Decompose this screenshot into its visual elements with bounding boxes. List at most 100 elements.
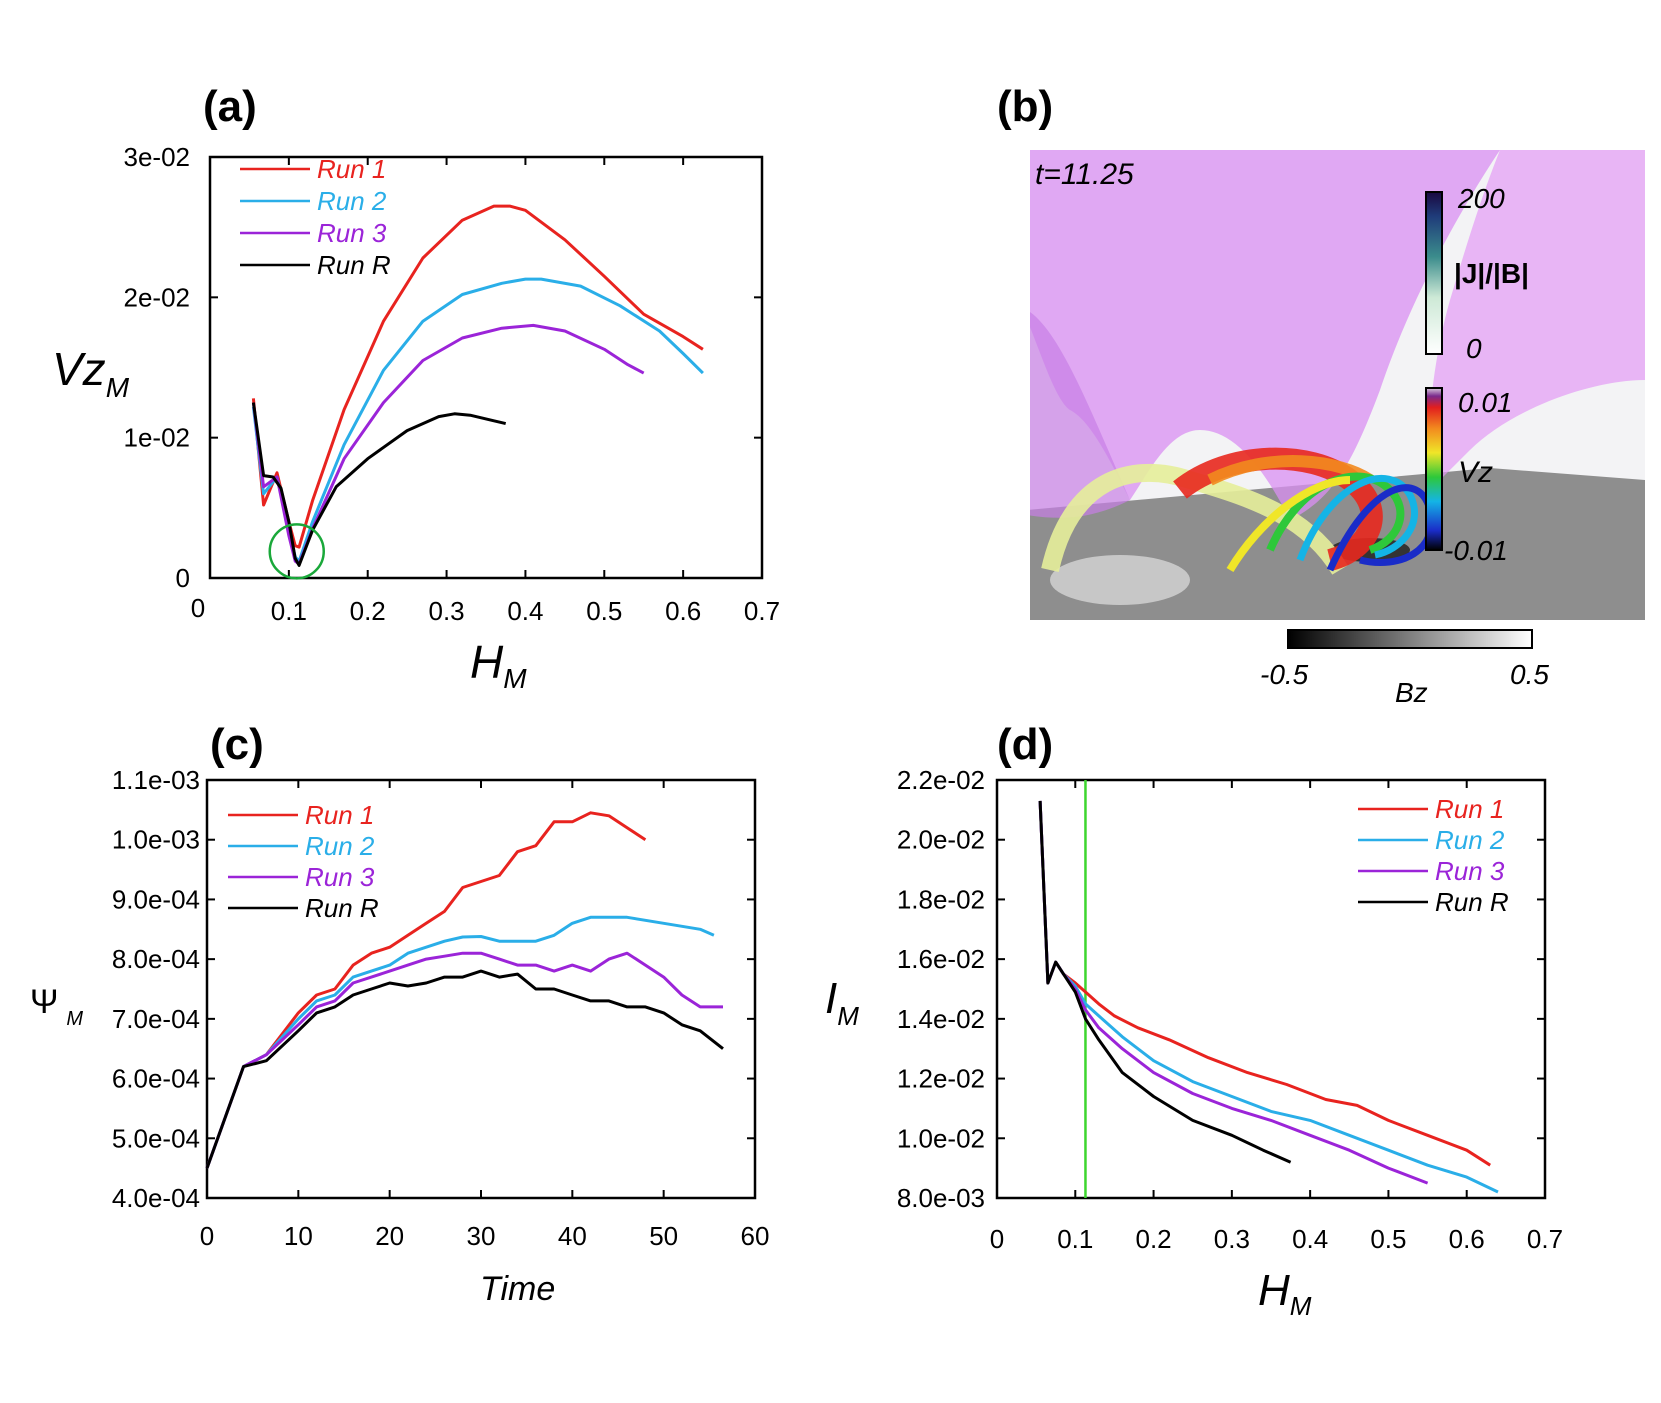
x-tick-label: 0 (200, 1221, 214, 1251)
x-tick-label: 0.1 (271, 596, 307, 626)
y-tick-label: 2.0e-02 (897, 825, 985, 855)
x-tick-label: 0 (990, 1224, 1004, 1254)
magnetogram-patch (1050, 555, 1190, 605)
colorbar-vz-label: Vz (1458, 456, 1493, 489)
legend-label-run2: Run 2 (317, 186, 387, 216)
x-tick-label: 0.4 (1292, 1224, 1328, 1254)
x-axis-label: HM (1258, 1266, 1312, 1321)
series-line-run2 (1038, 800, 1499, 1194)
plot-frame-a (208, 155, 764, 580)
colorbar-bz-max: 0.5 (1510, 659, 1549, 690)
panel-label-c: (c) (210, 720, 264, 769)
x-tick-label: 0.3 (428, 596, 464, 626)
y-tick-label: 8.0e-03 (897, 1183, 985, 1213)
x-tick-label: 60 (741, 1221, 770, 1251)
legend-label-run1: Run 1 (317, 154, 386, 184)
flux-rope-tube (1266, 472, 1405, 554)
colorbar-j-max: 200 (1457, 183, 1505, 214)
y-tick-label: 1.2e-02 (897, 1064, 985, 1094)
legend-label-run3: Run 3 (1435, 856, 1505, 886)
y-tick-label: 2e-02 (124, 282, 191, 312)
series-line-runR (205, 969, 724, 1169)
x-tick-label: 0.7 (744, 596, 780, 626)
y-tick-label: 1.1e-03 (112, 765, 200, 795)
y-tick-label: 4.0e-04 (112, 1183, 200, 1213)
legend-label-run3: Run 3 (317, 218, 387, 248)
x-axis-label: Time (480, 1270, 555, 1308)
colorbar-j-label: |J|/|B| (1454, 258, 1529, 289)
chart-c-flux-vs-time: 0 10 20 30 40 50 60 4.0e-04 5.0e-04 6.0e-04 7.0e-0… (30, 765, 770, 1308)
legend-label-runR: Run R (317, 250, 391, 280)
y-tick-label: 7.0e-04 (112, 1004, 200, 1034)
y-tick-label: 6.0e-04 (112, 1064, 200, 1094)
panel-label-a: (a) (203, 82, 257, 131)
y-tick-label: 1.0e-02 (897, 1123, 985, 1153)
colorbar-j-min: 0 (1466, 333, 1482, 364)
x-tick-label: 0.4 (507, 596, 543, 626)
flux-rope-tube (1226, 476, 1351, 573)
series-line-run3 (1038, 800, 1429, 1185)
qsl-surface (1030, 150, 1500, 520)
x-tick-label: 0.6 (665, 596, 701, 626)
y-tick-label: 9.0e-04 (112, 884, 200, 914)
series-line-run3 (205, 951, 723, 1169)
legend-label-run1: Run 1 (305, 800, 374, 830)
legend-label-runR: Run R (1435, 887, 1509, 917)
colorbar-vz-max: 0.01 (1458, 387, 1513, 418)
legend-label-run3: Run 3 (305, 862, 375, 892)
series-line-run3 (251, 323, 645, 566)
x-tick-label: 0.1 (1057, 1224, 1093, 1254)
x-axis-label-sub: M (1290, 1291, 1312, 1321)
x-tick-label: 0.7 (1527, 1224, 1563, 1254)
y-axis-label-sub: M (66, 1008, 83, 1030)
y-tick-label: 1.4e-02 (897, 1004, 985, 1034)
qsl-surface (1428, 150, 1645, 490)
colorbar-bz (1287, 629, 1533, 649)
y-tick-label: 8.0e-04 (112, 944, 200, 974)
y-tick-label: 1.6e-02 (897, 944, 985, 974)
y-tick-label: 1.0e-03 (112, 825, 200, 855)
colorbar-bz-label: Bz (1395, 677, 1428, 708)
x-tick-label: 0.6 (1449, 1224, 1485, 1254)
series-line-run1 (205, 811, 647, 1169)
x-tick-label: 10 (284, 1221, 313, 1251)
colorbar-vz (1425, 387, 1443, 551)
x-tick-label: 20 (375, 1221, 404, 1251)
series-line-runR (251, 402, 507, 567)
chart-a-vz-vs-h: 0.1 0.2 0.3 0.4 0.5 0.6 0.7 00 1e-02 2e-02 3e-02 Ru… (52, 142, 780, 694)
colorbar-bz-min: -0.5 (1260, 659, 1309, 690)
y-tick-label: 5.0e-04 (112, 1123, 200, 1153)
y-axis-label-sub: M (837, 1001, 859, 1031)
panel-b-3d-rendering: t=11.25 200 |J|/|B| 0 0.01 Vz -0.01 -0.5… (1030, 150, 1645, 708)
panel-label-b: (b) (997, 82, 1054, 131)
x-axis-label-sub: M (503, 663, 527, 694)
y-tick-label: 2.2e-02 (897, 765, 985, 795)
time-label: t=11.25 (1035, 158, 1134, 191)
colorbar-vz-min: -0.01 (1444, 535, 1508, 566)
x-tick-label: 50 (649, 1221, 678, 1251)
x-tick-label: 0.3 (1214, 1224, 1250, 1254)
x-tick-label: 0.5 (586, 596, 622, 626)
minimum-marker-circle (268, 523, 325, 580)
plot-frame-d (995, 778, 1547, 1200)
legend-label-run2: Run 2 (305, 831, 375, 861)
x-tick-label: 0.2 (1135, 1224, 1171, 1254)
y-axis-label: IM (825, 974, 859, 1031)
y-axis-label-sub: M (106, 372, 130, 403)
legend-label-run2: Run 2 (1435, 825, 1505, 855)
y-tick-label: 1.8e-02 (897, 884, 985, 914)
x-tick-label: 0 (191, 593, 205, 623)
legend-label-run1: Run 1 (1435, 794, 1504, 824)
series-line-runR (1038, 800, 1292, 1164)
series-line-run2 (205, 915, 715, 1169)
x-tick-label: 30 (467, 1221, 496, 1251)
x-tick-label: 0.2 (350, 596, 386, 626)
colorbar-j (1425, 191, 1443, 355)
y-tick-label: 3e-02 (124, 142, 191, 172)
y-tick-label: 1e-02 (124, 423, 191, 453)
qsl-surface (1030, 312, 1130, 518)
y-tick-label: 0 (176, 563, 190, 593)
panel-label-d: (d) (997, 720, 1054, 769)
